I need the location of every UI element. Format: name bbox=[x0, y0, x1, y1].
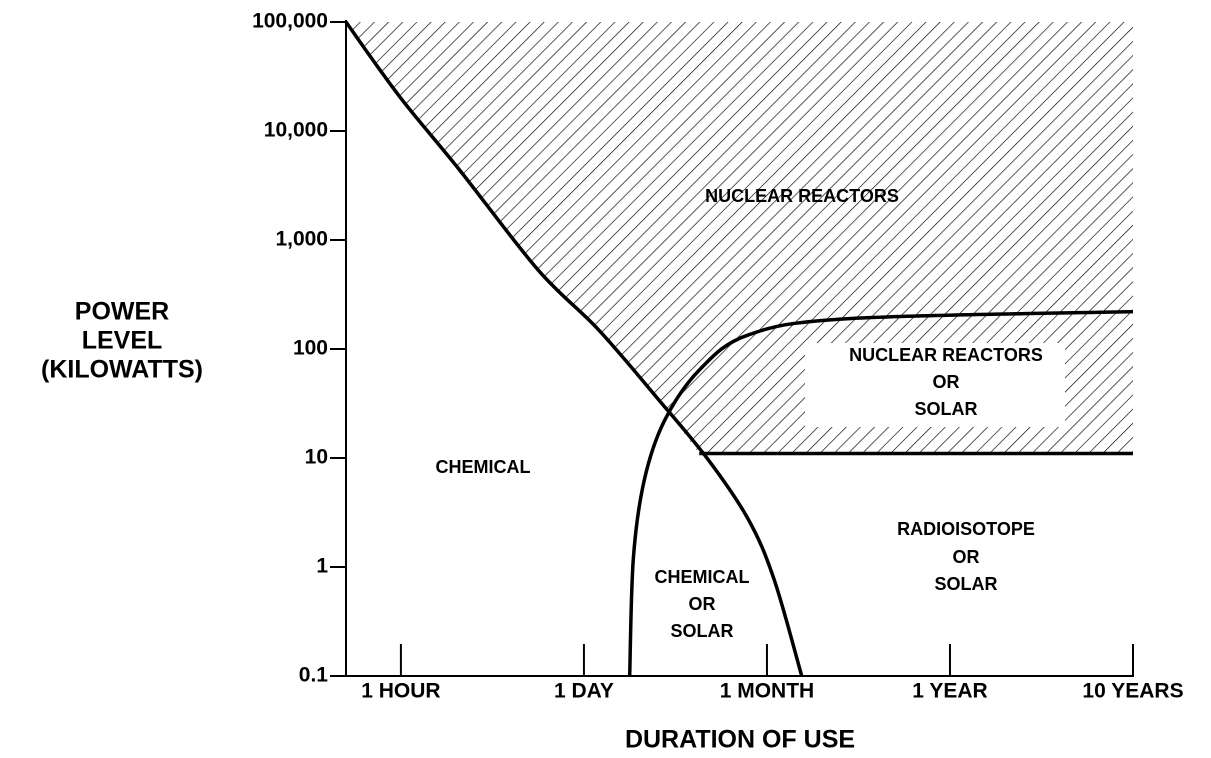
region-label: RADIOISOTOPE bbox=[897, 519, 1035, 539]
x-tick-label: 1 MONTH bbox=[720, 680, 815, 703]
region-label: CHEMICAL bbox=[436, 457, 531, 477]
region-label: NUCLEAR REACTORS bbox=[849, 345, 1043, 365]
y-tick-label: 0.1 bbox=[299, 664, 329, 687]
y-tick-label: 100 bbox=[293, 337, 328, 360]
y-tick-label: 10 bbox=[305, 446, 328, 469]
region-label: SOLAR bbox=[915, 399, 978, 419]
region-label: OR bbox=[689, 594, 716, 614]
x-tick-label: 1 DAY bbox=[554, 680, 614, 703]
boundary-line bbox=[627, 309, 1134, 677]
x-tick-label: 10 YEARS bbox=[1082, 680, 1183, 703]
y-tick-label: 1,000 bbox=[275, 228, 328, 251]
region-label: OR bbox=[933, 372, 960, 392]
region-label: OR bbox=[953, 547, 980, 567]
x-axis-label: DURATION OF USE bbox=[625, 726, 855, 754]
y-tick-label: 1 bbox=[316, 555, 328, 578]
region-label: CHEMICAL bbox=[655, 567, 750, 587]
region-label: SOLAR bbox=[671, 621, 734, 641]
y-axis-label: LEVEL bbox=[82, 327, 163, 355]
boundary-line bbox=[344, 20, 804, 677]
x-tick-label: 1 HOUR bbox=[361, 680, 440, 703]
y-axis-label: (KILOWATTS) bbox=[41, 356, 203, 384]
y-tick-label: 100,000 bbox=[252, 10, 328, 33]
region-label: SOLAR bbox=[935, 574, 998, 594]
region-label: NUCLEAR REACTORS bbox=[705, 186, 899, 206]
label-background bbox=[805, 343, 1065, 427]
x-tick-label: 1 YEAR bbox=[912, 680, 987, 703]
y-axis-label: POWER bbox=[75, 298, 169, 326]
y-tick-label: 10,000 bbox=[264, 119, 328, 142]
